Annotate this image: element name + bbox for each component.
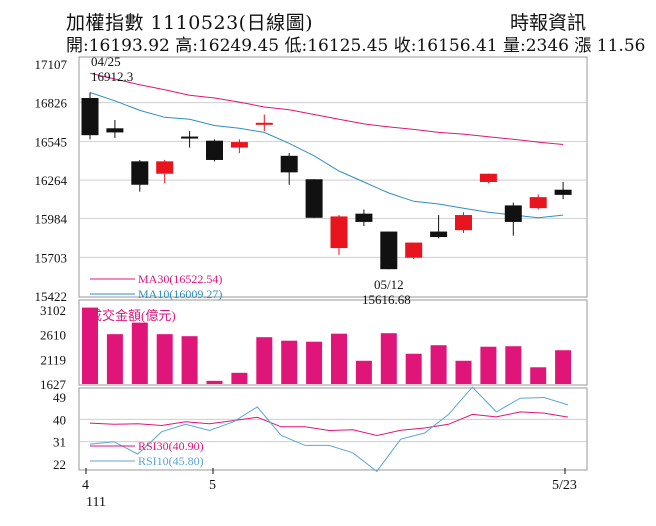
volume-tick-label: 2119 bbox=[40, 352, 66, 367]
rsi-tick-label: 40 bbox=[53, 412, 66, 427]
candle-body bbox=[554, 189, 572, 195]
source-label: 時報資訊 bbox=[510, 12, 587, 34]
volume-bar bbox=[281, 340, 298, 384]
x-year-label: 111 bbox=[86, 495, 106, 510]
price-tick-label: 16826 bbox=[35, 96, 68, 111]
price-tick-label: 16545 bbox=[35, 134, 68, 149]
candle-body bbox=[504, 205, 522, 222]
legend-label: MA30(16522.54) bbox=[138, 272, 222, 286]
ohlc-stats: 開:16193.92 高:16249.45 低:16125.45 收:16156… bbox=[66, 36, 646, 56]
candle-body bbox=[430, 231, 448, 238]
legend-label: RSI30(40.90) bbox=[138, 439, 204, 453]
ma10-line bbox=[89, 92, 564, 219]
price-tick-label: 15984 bbox=[35, 212, 68, 227]
chart-title: 加權指數 1110523(日線圖) bbox=[66, 12, 313, 34]
annotation-value: 16912.3 bbox=[91, 69, 133, 84]
volume-bar bbox=[206, 380, 223, 384]
price-panel-frame bbox=[78, 56, 588, 298]
candle-body bbox=[181, 136, 199, 139]
volume-title: 成交金額(億元) bbox=[89, 308, 176, 323]
candle-body bbox=[305, 179, 323, 218]
volume-bar bbox=[355, 360, 372, 384]
price-tick-label: 15422 bbox=[35, 289, 68, 304]
volume-bar bbox=[231, 372, 248, 384]
candle-body bbox=[280, 155, 298, 173]
candle-body bbox=[81, 98, 99, 136]
ma30-line bbox=[89, 72, 564, 145]
volume-tick-label: 2610 bbox=[40, 328, 66, 343]
rsi-panel-frame bbox=[78, 387, 588, 471]
volume-bar bbox=[505, 346, 522, 384]
volume-bar bbox=[331, 333, 347, 384]
volume-bar bbox=[156, 334, 173, 384]
annotation-value: 15616.68 bbox=[362, 292, 411, 307]
candle-body bbox=[156, 161, 174, 174]
candle-body bbox=[380, 231, 398, 270]
volume-bar bbox=[256, 337, 273, 384]
candle-body bbox=[330, 216, 348, 249]
x-tick-label: 5 bbox=[209, 478, 216, 493]
volume-tick-label: 1627 bbox=[40, 377, 67, 392]
candle-body bbox=[355, 213, 373, 222]
volume-bar bbox=[405, 353, 422, 384]
volume-bar bbox=[530, 367, 547, 384]
volume-tick-label: 3102 bbox=[40, 303, 66, 318]
candle-body bbox=[455, 215, 472, 231]
rsi10-line bbox=[89, 386, 569, 473]
legend-label: RSI10(45.80) bbox=[138, 454, 204, 468]
rsi-tick-label: 31 bbox=[53, 435, 66, 450]
volume-bar bbox=[82, 307, 98, 384]
candle-body bbox=[131, 161, 149, 185]
rsi30-line bbox=[89, 411, 569, 437]
volume-bar bbox=[106, 334, 123, 384]
volume-bar bbox=[306, 341, 323, 384]
price-tick-label: 16264 bbox=[35, 173, 68, 188]
volume-bar bbox=[380, 333, 397, 384]
candle-body bbox=[106, 128, 124, 133]
rsi-tick-label: 49 bbox=[53, 390, 66, 405]
volume-bar bbox=[181, 336, 198, 384]
annotation-date: 05/12 bbox=[374, 277, 404, 292]
annotation-date: 04/25 bbox=[91, 54, 121, 69]
volume-bar bbox=[430, 345, 447, 384]
volume-panel-frame bbox=[78, 299, 588, 386]
legend-label: MA10(16009.27) bbox=[138, 287, 222, 301]
volume-bar bbox=[455, 360, 472, 384]
candle-body bbox=[405, 242, 423, 258]
candle-body bbox=[479, 173, 497, 182]
candle-body bbox=[255, 122, 273, 125]
volume-bar bbox=[555, 350, 572, 384]
x-tick-label: 4 bbox=[82, 478, 89, 493]
candle-body bbox=[206, 140, 223, 160]
volume-bar bbox=[480, 346, 497, 384]
price-tick-label: 17107 bbox=[35, 57, 68, 72]
price-tick-label: 15703 bbox=[35, 250, 68, 265]
candle-body bbox=[529, 197, 547, 209]
candle-body bbox=[230, 142, 248, 148]
rsi-tick-label: 22 bbox=[53, 457, 66, 472]
x-tick-label: 5/23 bbox=[552, 478, 577, 493]
volume-bar bbox=[131, 322, 148, 384]
